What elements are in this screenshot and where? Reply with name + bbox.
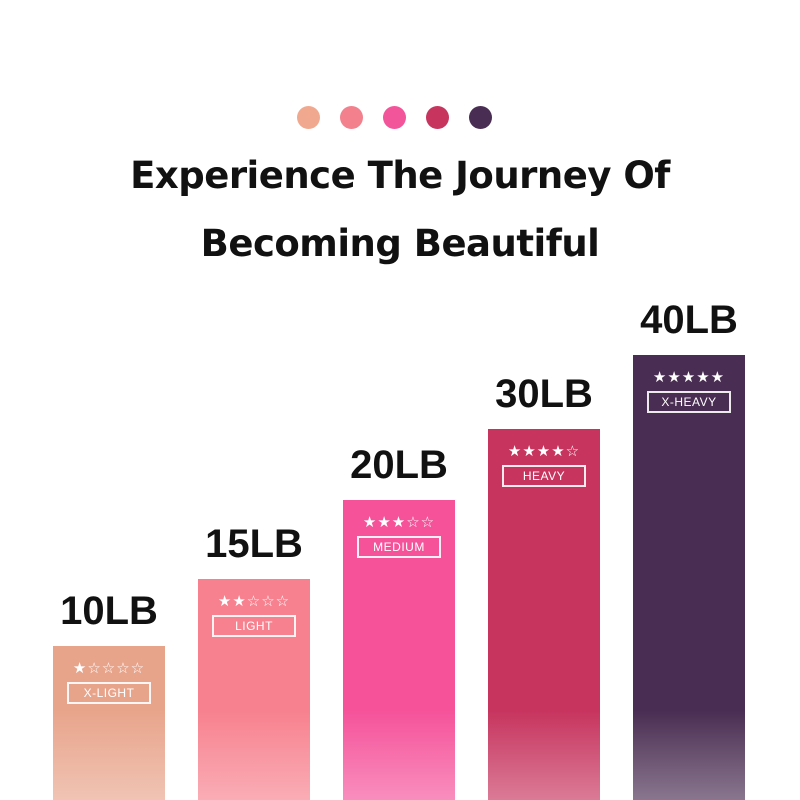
color-dot bbox=[383, 106, 406, 129]
title-line-1: Experience The Journey Of bbox=[130, 154, 670, 197]
title-line-2: Becoming Beautiful bbox=[200, 222, 600, 265]
weight-label: 10LB bbox=[60, 589, 158, 633]
weight-label: 15LB bbox=[205, 522, 303, 566]
weight-label: 40LB bbox=[640, 298, 738, 342]
color-dots bbox=[0, 106, 800, 130]
bar-light: ★★☆☆☆ LIGHT bbox=[198, 579, 310, 800]
level-tag: MEDIUM bbox=[357, 536, 441, 558]
color-dot bbox=[297, 106, 320, 129]
bar-medium: ★★★☆☆ MEDIUM bbox=[343, 500, 455, 800]
bar-x-light: ★☆☆☆☆ X-LIGHT bbox=[53, 646, 165, 800]
weight-label: 30LB bbox=[495, 372, 593, 416]
star-rating: ★★☆☆☆ bbox=[217, 592, 291, 610]
color-dot bbox=[469, 106, 492, 129]
color-dot bbox=[426, 106, 449, 129]
color-dot bbox=[340, 106, 363, 129]
star-rating: ★★★☆☆ bbox=[362, 513, 436, 531]
level-tag: HEAVY bbox=[502, 465, 586, 487]
level-tag: LIGHT bbox=[212, 615, 296, 637]
star-rating: ★★★★☆ bbox=[507, 442, 581, 460]
weight-label: 20LB bbox=[350, 443, 448, 487]
star-rating: ★★★★★ bbox=[652, 368, 726, 386]
bar-x-heavy: ★★★★★ X-HEAVY bbox=[633, 355, 745, 800]
bar-heavy: ★★★★☆ HEAVY bbox=[488, 429, 600, 800]
level-tag: X-HEAVY bbox=[647, 391, 731, 413]
star-rating: ★☆☆☆☆ bbox=[72, 659, 146, 677]
level-tag: X-LIGHT bbox=[67, 682, 151, 704]
